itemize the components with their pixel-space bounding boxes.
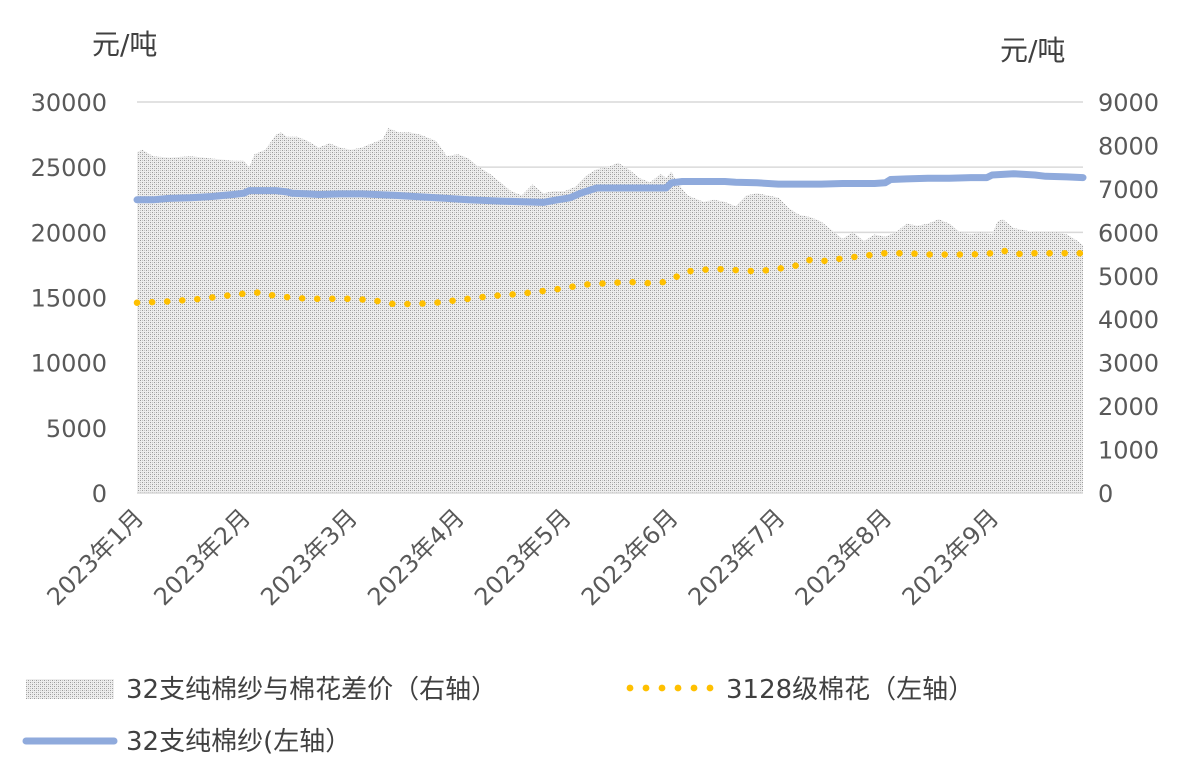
cotton-dotted-series [133,247,1087,308]
legend-dot [658,684,666,692]
legend-item-cotton: 3128级棉花（左轴） [626,675,974,705]
left-tick-label: 0 [92,480,107,508]
x-tick-label: 2023年3月 [255,503,363,611]
yarn-line-series [133,170,1087,206]
x-tick-label: 2023年6月 [576,503,684,611]
right-tick-label: 1000 [1098,437,1159,465]
right-tick-label: 8000 [1098,132,1159,160]
legend: 32支纯棉纱与棉花差价（右轴） 3128级棉花（左轴） 32支纯棉纱(左轴） [22,675,974,757]
right-tick-label: 5000 [1098,263,1159,291]
left-tick-label: 30000 [31,89,107,117]
x-tick-label: 2023年1月 [42,503,150,611]
x-tick-label: 2023年4月 [362,503,470,611]
x-tick-label: 2023年2月 [148,503,256,611]
legend-dot [706,684,714,692]
left-tick-label: 25000 [31,154,107,182]
x-tick-label: 2023年9月 [897,503,1005,611]
right-tick-label: 6000 [1098,219,1159,247]
x-tick-label: 2023年5月 [469,503,577,611]
left-tick-label: 5000 [46,415,107,443]
legend-label-yarn: 32支纯棉纱(左轴） [126,727,351,757]
left-tick-label: 15000 [31,285,107,313]
legend-item-yarn: 32支纯棉纱(左轴） [22,727,351,757]
legend-swatch-cotton [626,684,714,692]
right-tick-label: 3000 [1098,350,1159,378]
right-tick-label: 7000 [1098,176,1159,204]
legend-dot [642,684,650,692]
x-tick-label: 2023年7月 [683,503,791,611]
legend-dot [674,684,682,692]
yarn-line [133,170,1087,206]
spread-area-series [137,128,1083,493]
spread-area [137,128,1083,493]
right-axis-unit: 元/吨 [1000,34,1065,67]
left-tick-label: 20000 [31,219,107,247]
legend-item-spread: 32支纯棉纱与棉花差价（右轴） [26,675,497,705]
x-tick-label: 2023年8月 [790,503,898,611]
right-tick-label: 9000 [1098,89,1159,117]
legend-dot [626,684,634,692]
right-tick-label: 0 [1098,480,1113,508]
right-tick-label: 2000 [1098,393,1159,421]
legend-dot [690,684,698,692]
legend-swatch-spread [26,679,114,699]
legend-label-cotton: 3128级棉花（左轴） [726,675,974,705]
legend-label-spread: 32支纯棉纱与棉花差价（右轴） [126,675,497,705]
left-axis-unit: 元/吨 [92,28,157,61]
right-tick-label: 4000 [1098,306,1159,334]
left-tick-label: 10000 [31,350,107,378]
cotton-dotted-line [133,247,1087,308]
